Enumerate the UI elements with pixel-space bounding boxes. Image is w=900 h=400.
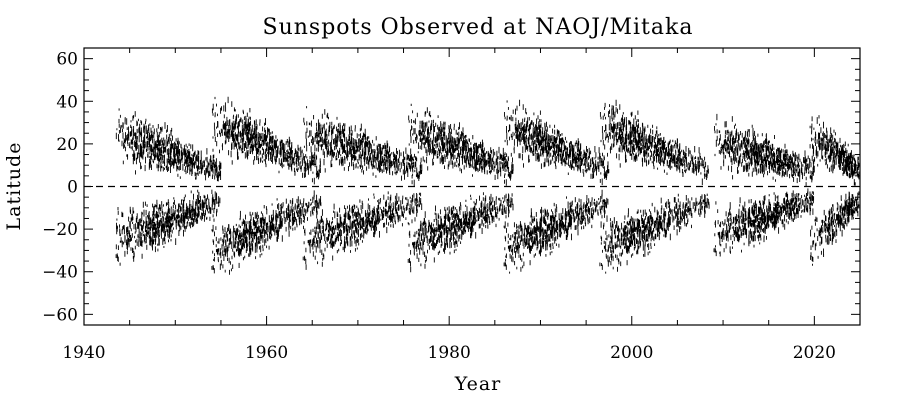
x-axis-label: Year: [454, 373, 502, 395]
x-tick-label: 2020: [793, 343, 836, 363]
y-axis-label: Latitude: [3, 142, 25, 231]
x-tick-label: 1980: [428, 343, 471, 363]
y-tick-label: 0: [67, 178, 78, 198]
x-tick-label: 1940: [62, 343, 105, 363]
y-tick-labels: −60 −40 −20 0 20 40 60: [42, 50, 78, 326]
y-tick-label: −60: [42, 305, 78, 325]
x-tick-label: 1960: [245, 343, 288, 363]
y-tick-label: 40: [56, 92, 78, 112]
sunspot-marks: [115, 96, 860, 275]
y-tick-label: 60: [56, 50, 78, 70]
x-tick-label: 2000: [610, 343, 653, 363]
y-tick-label: 20: [56, 135, 78, 155]
axis-ticks: [83, 47, 860, 326]
y-tick-label: −40: [42, 263, 78, 283]
sunspot-mark-path: [115, 96, 860, 275]
chart-title: Sunspots Observed at NAOJ/Mitaka: [263, 15, 694, 40]
x-tick-labels: 1940 1960 1980 2000 2020: [62, 343, 836, 363]
y-tick-label: −20: [42, 220, 78, 240]
